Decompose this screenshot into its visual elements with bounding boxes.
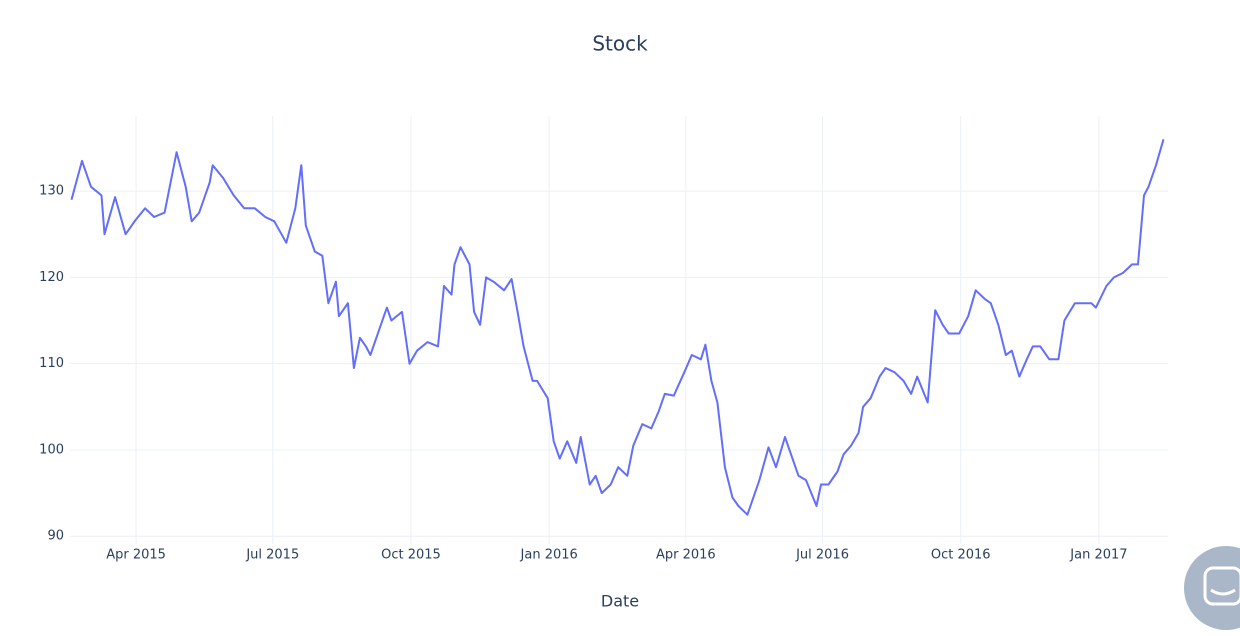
chat-bubble[interactable] (1184, 546, 1240, 630)
chat-icon (1203, 566, 1240, 606)
x-tick-label: Apr 2016 (656, 548, 716, 563)
y-tick-label: 110 (39, 356, 64, 371)
x-tick-label: Jul 2015 (245, 548, 299, 563)
x-tick-label: Jan 2016 (520, 548, 578, 563)
y-tick-label: 130 (39, 184, 64, 199)
x-axis-title: Date (601, 592, 639, 611)
x-tick-label: Jul 2016 (795, 548, 849, 563)
data-line (70, 139, 1165, 516)
x-tick-label: Apr 2015 (106, 548, 166, 563)
chat-icon-smile (1210, 588, 1236, 596)
x-tick-label: Oct 2015 (381, 548, 441, 563)
y-tick-label: 90 (47, 529, 64, 544)
x-tick-label: Oct 2016 (931, 548, 991, 563)
y-tick-label: 120 (39, 270, 64, 285)
x-tick-label: Jan 2017 (1069, 548, 1127, 563)
chart-title: Stock (592, 32, 648, 56)
y-tick-label: 100 (39, 442, 64, 457)
chat-button[interactable] (1184, 546, 1240, 630)
